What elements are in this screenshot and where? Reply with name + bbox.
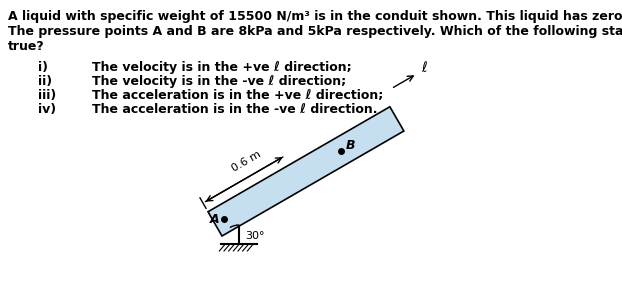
Text: A liquid with specific weight of 15500 N/m³ is in the conduit shown. This liquid: A liquid with specific weight of 15500 N… [8,10,622,23]
Text: The velocity is in the -ve ℓ direction;: The velocity is in the -ve ℓ direction; [92,75,346,88]
Polygon shape [208,107,404,236]
Text: iii): iii) [38,89,56,102]
Text: true?: true? [8,40,45,53]
Text: ℓ: ℓ [421,61,427,75]
Text: A: A [210,213,220,226]
Text: 30°: 30° [245,231,265,241]
Text: The pressure points A and B are 8kPa and 5kPa respectively. Which of the followi: The pressure points A and B are 8kPa and… [8,25,622,38]
Text: i): i) [38,61,48,74]
Text: The acceleration is in the -ve ℓ direction.: The acceleration is in the -ve ℓ directi… [92,103,378,116]
Text: 0.6 m: 0.6 m [230,149,263,173]
Text: The acceleration is in the +ve ℓ direction;: The acceleration is in the +ve ℓ directi… [92,89,383,102]
Text: ii): ii) [38,75,52,88]
Text: The velocity is in the +ve ℓ direction;: The velocity is in the +ve ℓ direction; [92,61,351,74]
Text: iv): iv) [38,103,56,116]
Text: B: B [346,139,355,152]
